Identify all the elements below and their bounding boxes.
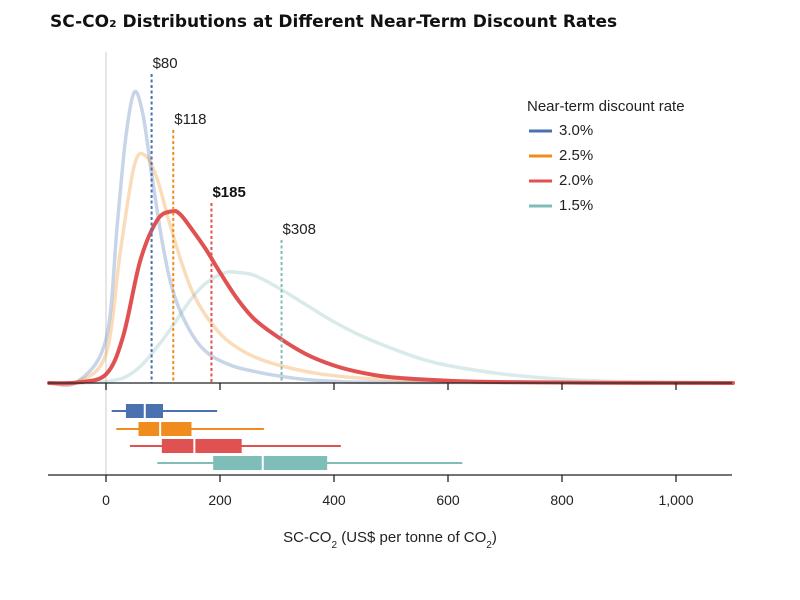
- mean-label-1-5pct: $308: [283, 221, 316, 238]
- x-tick-label: 800: [550, 492, 574, 508]
- mean-markers: $80 $118 $185 $308: [150, 55, 316, 383]
- x-tick-label: 400: [322, 492, 346, 508]
- x-axis-label: SC-CO2 (US$ per tonne of CO2): [283, 529, 497, 551]
- box-plots: [111, 404, 463, 470]
- density-curve-1-5pct: [47, 269, 735, 385]
- density-curve-2-0pct: [47, 208, 735, 386]
- box-iqr-2-5pct: [138, 422, 192, 436]
- density-curves: [47, 89, 735, 388]
- x-tick-label: 600: [436, 492, 460, 508]
- x-axis-ticks: 0 200 400 600 800 1,000: [102, 475, 694, 508]
- mean-label-2-0pct: $185: [212, 184, 245, 201]
- box-iqr-1-5pct: [213, 456, 328, 470]
- legend-item-label: 2.5%: [559, 147, 593, 164]
- legend: Near-term discount rate 3.0% 2.5% 2.0% 1.5%: [527, 98, 685, 214]
- chart-title: SC-CO₂ Distributions at Different Near-T…: [50, 12, 618, 32]
- legend-title: Near-term discount rate: [527, 98, 685, 115]
- density-curve-3-0pct: [47, 89, 735, 388]
- legend-item-label: 1.5%: [559, 197, 593, 214]
- box-iqr-2-0pct: [161, 439, 242, 453]
- x-tick-label: 200: [208, 492, 232, 508]
- legend-item-label: 3.0%: [559, 122, 593, 139]
- mean-label-2-5pct: $118: [174, 111, 206, 128]
- axes: [48, 382, 732, 476]
- legend-item-label: 2.0%: [559, 172, 593, 189]
- density-curve-2-5pct: [47, 151, 735, 387]
- x-tick-label: 1,000: [658, 492, 693, 508]
- x-tick-label: 0: [102, 492, 110, 508]
- mean-label-3-0pct: $80: [153, 55, 178, 72]
